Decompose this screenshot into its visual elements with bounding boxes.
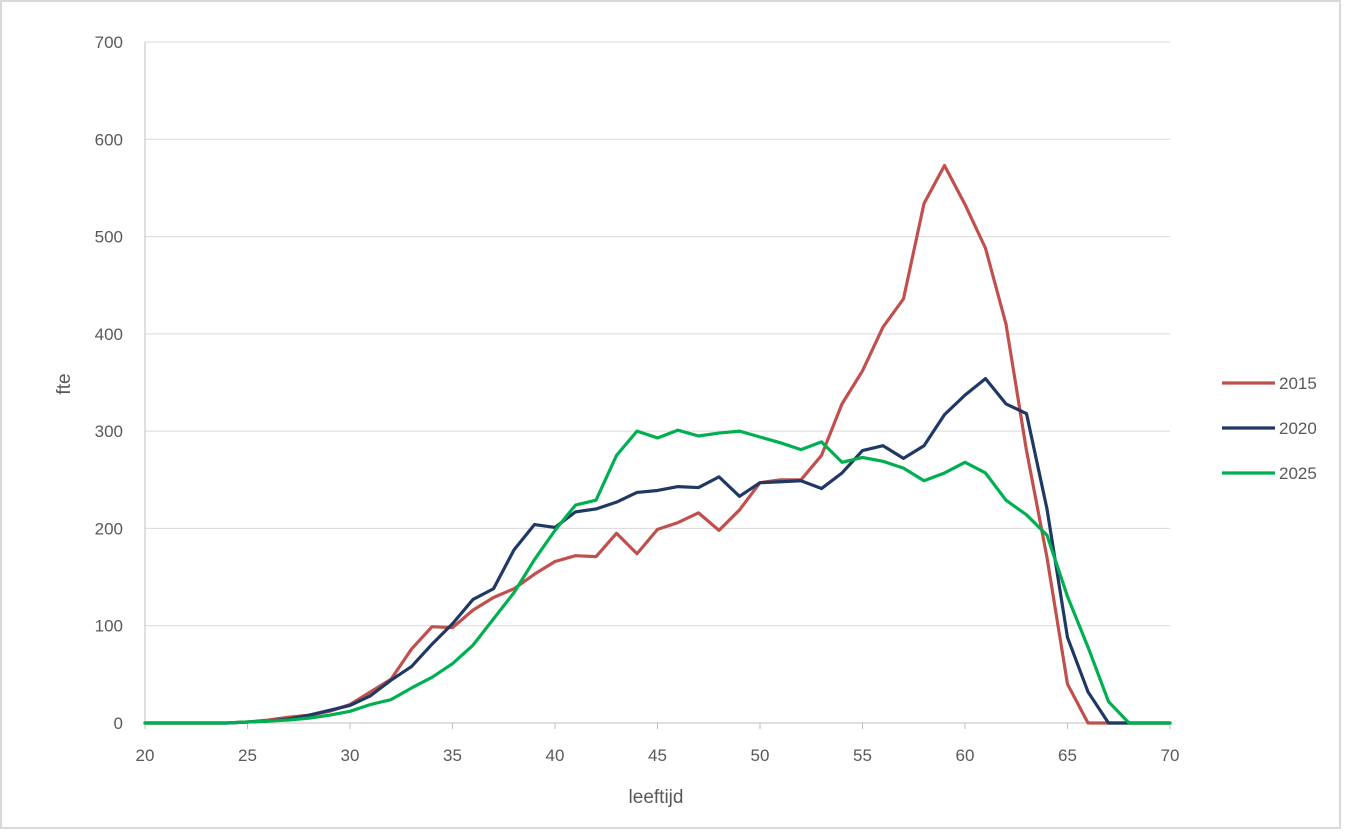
series-line-2025 (143, 428, 1172, 725)
series-line-2020 (143, 377, 1172, 725)
x-axis-title: leeftijd (629, 787, 684, 808)
x-tick-label: 35 (443, 746, 462, 765)
legend-label: 2015 (1279, 374, 1317, 393)
x-tick-label: 60 (956, 746, 975, 765)
legend-item-2015: 2015 (1222, 374, 1317, 393)
x-tick-label: 50 (751, 746, 770, 765)
y-tick-label: 0 (114, 714, 123, 733)
y-tick-label: 400 (95, 325, 123, 344)
legend: 2015 2020 2025 (1222, 374, 1317, 483)
y-tick-label: 200 (95, 519, 123, 538)
y-tick-label: 700 (95, 33, 123, 52)
y-tick-label: 100 (95, 617, 123, 636)
x-tick-label: 40 (546, 746, 565, 765)
x-tick-label: 70 (1161, 746, 1180, 765)
legend-item-2020: 2020 (1222, 419, 1317, 438)
y-tick-label: 500 (95, 228, 123, 247)
x-tick-label: 55 (853, 746, 872, 765)
series-line-2015 (143, 163, 1172, 725)
legend-item-2025: 2025 (1222, 464, 1317, 483)
y-tick-labels: 0 100 200 300 400 500 600 700 (95, 33, 123, 733)
x-tick-label: 20 (136, 746, 155, 765)
y-tick-label: 300 (95, 422, 123, 441)
x-tick-label: 45 (648, 746, 667, 765)
y-tick-label: 600 (95, 130, 123, 149)
series-lines (143, 163, 1172, 725)
x-tick-label: 65 (1058, 746, 1077, 765)
x-tick-labels: 20 25 30 35 40 45 50 55 60 65 70 (136, 746, 1180, 765)
legend-label: 2025 (1279, 464, 1317, 483)
gridlines (145, 41, 1170, 627)
x-tick-label: 25 (238, 746, 257, 765)
x-tick-label: 30 (341, 746, 360, 765)
legend-label: 2020 (1279, 419, 1317, 438)
y-axis-title: fte (54, 373, 75, 394)
